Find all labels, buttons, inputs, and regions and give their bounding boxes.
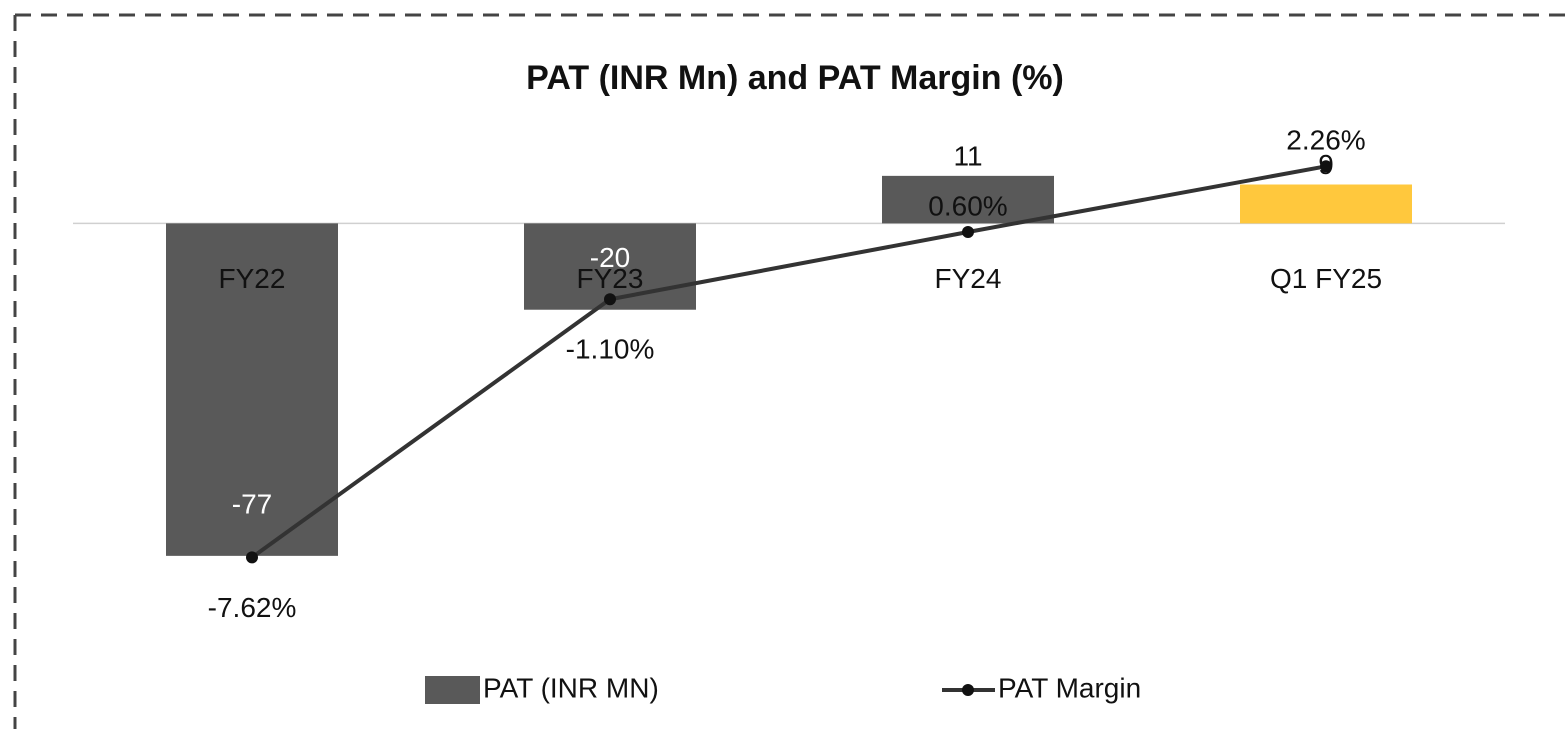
line-point (246, 551, 258, 564)
bar (882, 175, 1054, 224)
legend-label: PAT Margin (998, 672, 1141, 703)
x-tick-label: Q1 FY25 (1270, 263, 1382, 294)
bar-value-label: -77 (232, 488, 272, 519)
chart-title: PAT (INR Mn) and PAT Margin (%) (526, 59, 1064, 97)
legend-swatch (425, 676, 480, 704)
x-tick-label: FY22 (219, 263, 286, 294)
line (250, 164, 1327, 559)
bar-value-label: 11 (953, 140, 982, 171)
line-value-label: -1.10% (566, 334, 655, 365)
x-tick-label: FY23 (577, 263, 644, 294)
line-point (1320, 160, 1332, 173)
x-tick-label: FY24 (935, 263, 1002, 294)
legend-label: PAT (INR MN) (483, 672, 659, 703)
line-point (962, 226, 974, 238)
line-value-label: -7.62% (208, 592, 297, 623)
line-value-label: 2.26% (1286, 125, 1365, 156)
bar (166, 223, 338, 556)
bar-value-label: -20 (590, 242, 630, 273)
line-value-label: 0.60% (928, 190, 1007, 221)
line-point (604, 293, 616, 306)
bar (1240, 184, 1412, 224)
legend-swatch-dot (962, 684, 974, 696)
